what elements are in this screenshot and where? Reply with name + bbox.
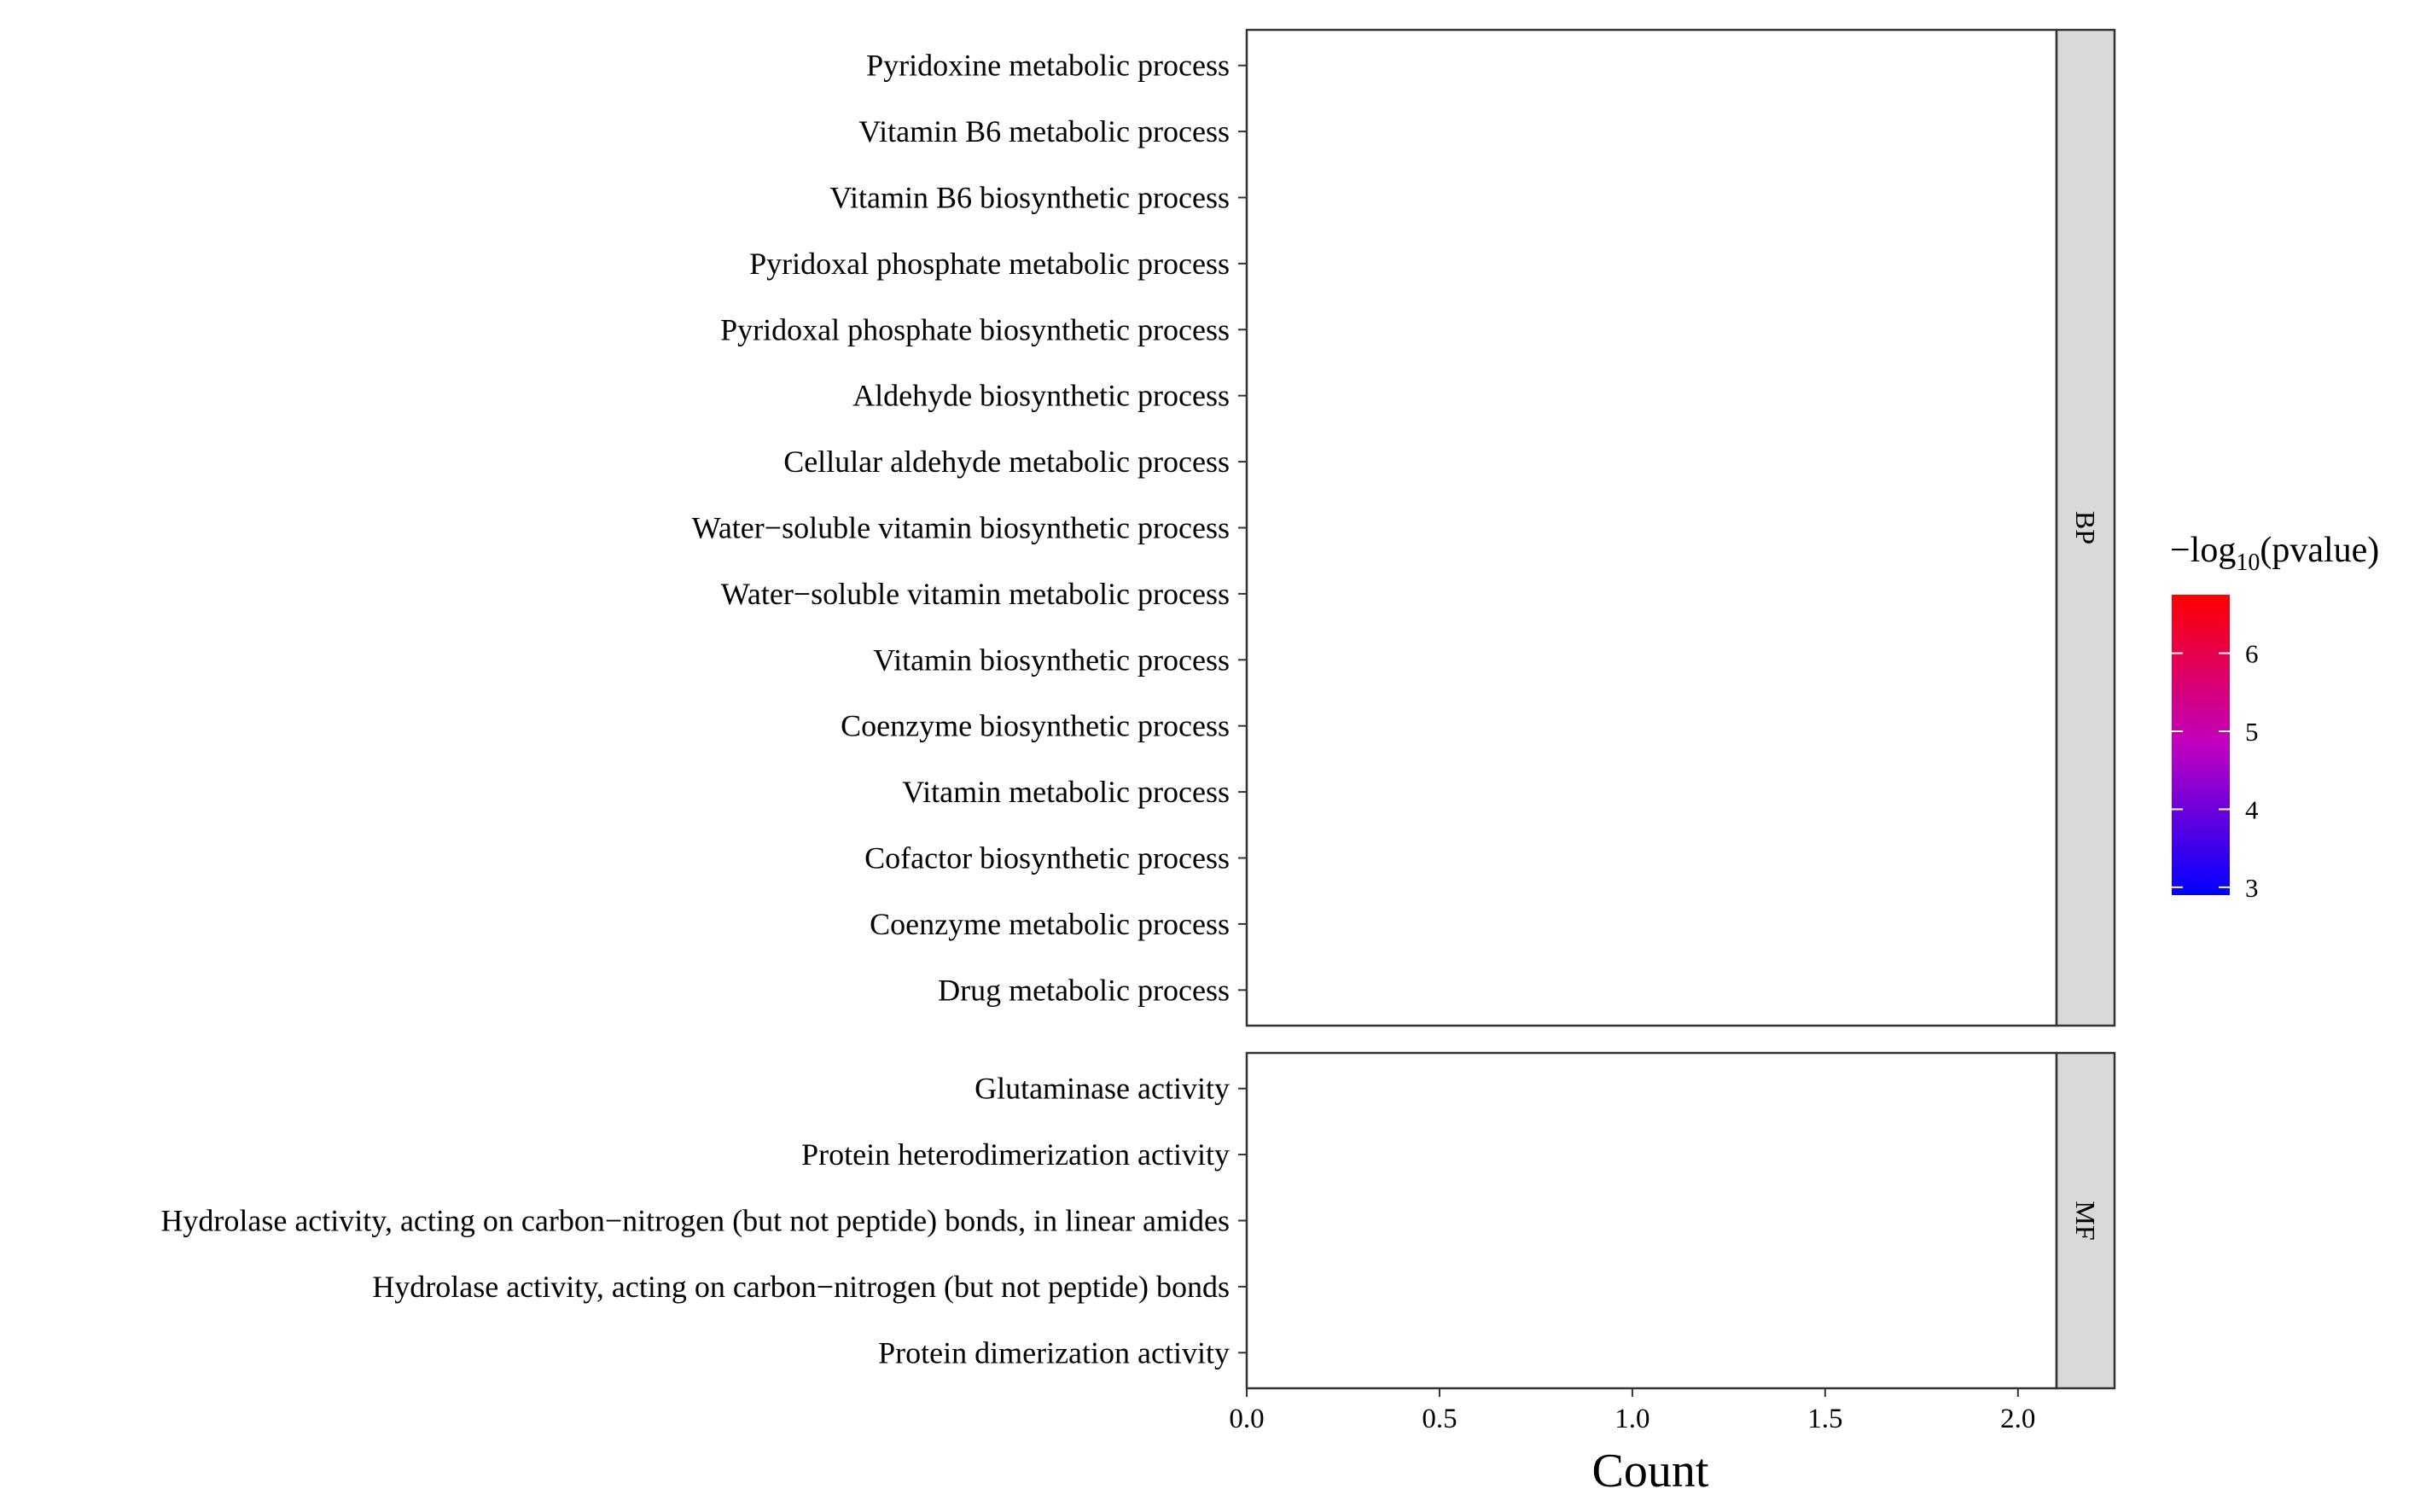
category-label: Pyridoxal phosphate biosynthetic process — [720, 312, 1230, 346]
x-tick-label: 0.5 — [1422, 1404, 1457, 1434]
x-tick-label: 1.5 — [1807, 1404, 1842, 1434]
legend-ticks: 3 4 5 6 — [2172, 639, 2259, 903]
category-label: Vitamin biosynthetic process — [873, 643, 1230, 677]
panel-background — [1247, 30, 2057, 1026]
legend-tick-label: 5 — [2245, 717, 2259, 747]
category-label: Water−soluble vitamin biosynthetic proce… — [692, 511, 1230, 545]
category-label: Vitamin B6 biosynthetic process — [829, 181, 1230, 215]
category-label: Aldehyde biosynthetic process — [852, 379, 1230, 413]
legend-tick-label: 6 — [2245, 639, 2259, 669]
color-legend: −log10(pvalue) 3 4 5 6 — [2170, 531, 2379, 903]
category-label: Hydrolase activity, acting on carbon−nit… — [372, 1270, 1230, 1304]
facet-strip-label: BP — [2070, 511, 2101, 544]
category-label: Protein dimerization activity — [878, 1335, 1230, 1370]
legend-title: −log10(pvalue) — [2170, 531, 2379, 576]
category-label: Protein heterodimerization activity — [801, 1137, 1230, 1172]
category-label: Hydrolase activity, acting on carbon−nit… — [160, 1204, 1230, 1238]
category-label: Cellular aldehyde metabolic process — [783, 445, 1230, 479]
category-label: Glutaminase activity — [975, 1072, 1230, 1106]
legend-tick-label: 3 — [2245, 873, 2259, 903]
category-labels: Pyridoxine metabolic process Vitamin B6 m… — [160, 49, 1230, 1370]
legend-colorbar — [2172, 595, 2230, 895]
category-label: Vitamin metabolic process — [902, 775, 1230, 809]
category-label: Pyridoxine metabolic process — [866, 49, 1230, 83]
facet-strip-label: MF — [2070, 1201, 2101, 1240]
x-tick-label: 1.0 — [1615, 1404, 1649, 1434]
facet-strip — [2055, 28, 2116, 1027]
panel-borders — [1245, 28, 2058, 1390]
category-label: Water−soluble vitamin metabolic process — [721, 577, 1230, 611]
category-label: Pyridoxal phosphate metabolic process — [749, 247, 1230, 281]
x-axis: 0.0 0.5 1.0 1.5 2.0 — [1229, 64, 2035, 1434]
category-label: Drug metabolic process — [938, 973, 1230, 1007]
x-tick-label: 0.0 — [1229, 1404, 1264, 1434]
legend-tick-label: 4 — [2245, 794, 2259, 824]
panel-background — [1247, 1053, 2057, 1388]
category-label: Coenzyme biosynthetic process — [841, 709, 1230, 743]
category-label: Coenzyme metabolic process — [870, 907, 1230, 941]
category-label: Vitamin B6 metabolic process — [858, 114, 1230, 148]
x-axis-title: Count — [1592, 1445, 1709, 1497]
x-tick-label: 2.0 — [2000, 1404, 2035, 1434]
category-label: Cofactor biosynthetic process — [864, 841, 1230, 875]
facet-strip — [2055, 1051, 2116, 1390]
facet-strips: BP MF — [2055, 28, 2116, 1390]
